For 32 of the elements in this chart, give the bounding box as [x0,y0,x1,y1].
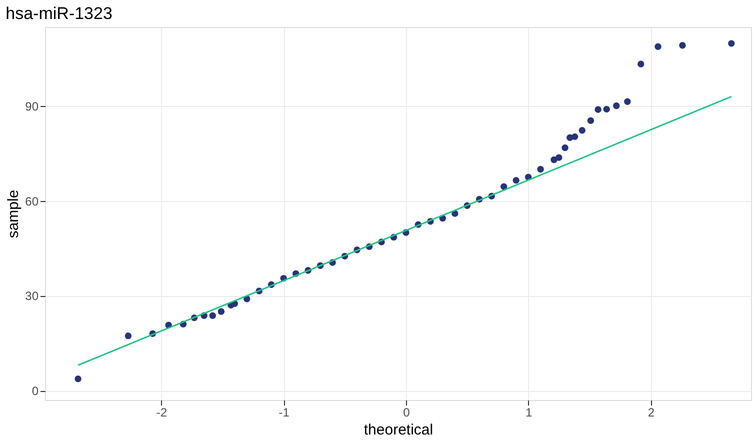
point [624,98,631,105]
y-tick-label: 60 [25,194,39,208]
x-tick-label: 2 [648,406,655,420]
point [638,60,644,68]
x-axis-title: theoretical [364,422,434,438]
point [613,102,620,110]
y-tick-label: 30 [25,289,39,304]
point [209,312,216,319]
point [654,43,662,50]
x-tick-label: -1 [278,406,290,420]
point [512,176,520,184]
point [500,183,508,190]
x-tick-label: 1 [525,406,532,420]
y-tick-label: 0 [32,384,39,398]
point [556,154,562,161]
point [679,42,686,49]
point [562,144,568,152]
point [587,117,594,124]
point [603,106,610,113]
chart-title: hsa-miR-1323 [6,4,112,23]
x-tick-label: -2 [156,406,168,420]
point [578,127,586,134]
y-tick-label: 90 [25,100,39,114]
point [594,106,602,113]
point [571,133,578,140]
point [218,308,225,315]
point [74,375,82,382]
y-axis-title: sample [5,190,22,238]
point [728,40,735,47]
point [124,332,132,340]
point [537,166,544,173]
x-tick-label: 0 [403,406,410,420]
